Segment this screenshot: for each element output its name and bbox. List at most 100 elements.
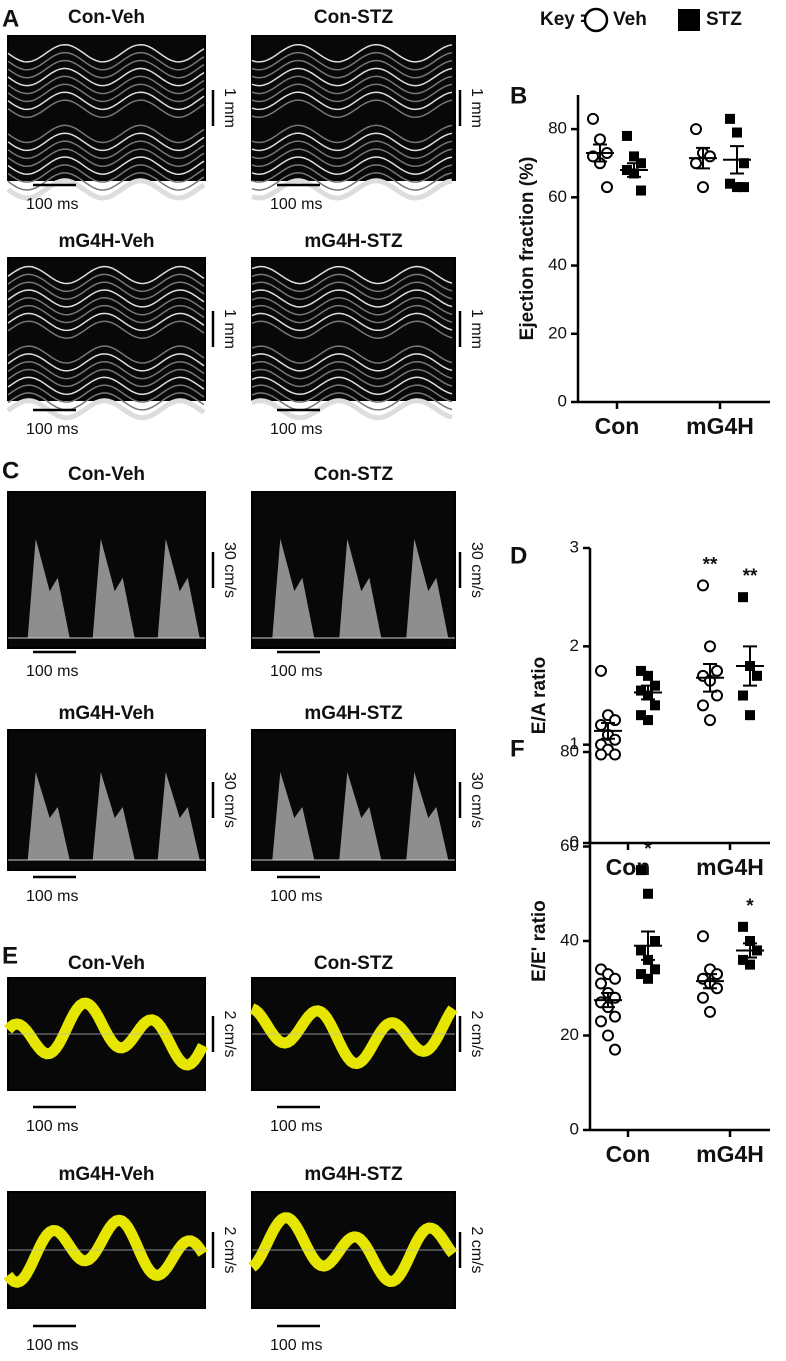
m-mode-line <box>7 75 205 95</box>
m-mode-line <box>251 164 453 183</box>
doppler-traces <box>8 538 205 639</box>
m-mode-line <box>251 297 453 316</box>
data-point <box>738 954 748 965</box>
m-mode-line <box>251 304 453 324</box>
m-mode-line <box>7 83 205 103</box>
y-tick-label: 60 <box>560 836 579 855</box>
m-mode-line <box>251 99 453 119</box>
sem-bar <box>601 722 615 740</box>
data-point <box>650 936 660 946</box>
doppler-peak <box>157 772 200 860</box>
data-point <box>704 1005 716 1018</box>
y-tick-label: 80 <box>548 119 567 138</box>
m-mode-line <box>7 392 205 411</box>
m-mode-line <box>7 59 205 79</box>
scale-x-label: 100 ms <box>26 421 78 438</box>
sem-bar <box>627 162 641 178</box>
scale-y-label: 2 cm/s <box>221 1010 238 1057</box>
m-mode-line <box>251 132 453 152</box>
y-tick-label: 2 <box>570 636 579 655</box>
data-point <box>745 710 755 721</box>
image-title: mG4H-STZ <box>304 231 403 252</box>
sem-bar <box>593 143 607 163</box>
tissue-trace <box>248 1212 458 1287</box>
data-point <box>595 977 607 990</box>
key-stz: STZ <box>706 9 742 30</box>
data-point <box>745 936 755 946</box>
m-mode-line <box>7 297 205 316</box>
data-point <box>609 1043 621 1056</box>
key-square <box>678 9 700 31</box>
data-point <box>629 151 639 162</box>
doppler-peak <box>272 772 315 860</box>
image-title: Con-STZ <box>314 7 394 28</box>
m-mode-line <box>7 156 205 175</box>
data-point <box>594 133 606 146</box>
tissue-trace <box>3 1214 208 1288</box>
m-mode-line <box>251 75 453 95</box>
y-axis-label: E/A ratio <box>529 657 550 734</box>
scale-y-label: 30 cm/s <box>468 772 485 828</box>
m-mode-lines <box>251 265 453 421</box>
scale-y-label: 1 mm <box>221 88 238 128</box>
m-mode-line <box>251 368 453 388</box>
tissue-trace <box>249 1003 458 1070</box>
m-mode-line <box>251 91 453 111</box>
m-mode-line <box>7 281 205 300</box>
m-mode-line <box>7 345 205 364</box>
data-point <box>636 185 646 196</box>
data-point <box>609 1010 621 1023</box>
data-point <box>690 123 702 136</box>
significance: ** <box>743 566 758 587</box>
doppler-peak <box>406 538 449 638</box>
m-mode-line <box>7 368 205 388</box>
scale-x-label: 100 ms <box>270 196 322 213</box>
y-tick-label: 80 <box>560 741 579 760</box>
panel-label: B <box>510 82 527 109</box>
image-title: mG4H-Veh <box>58 1164 154 1185</box>
m-mode-lines <box>6 43 206 201</box>
m-mode-line <box>251 124 453 144</box>
data-point <box>738 690 748 701</box>
sem-bar <box>641 930 655 961</box>
doppler-peak <box>339 538 382 638</box>
x-tick-label: mG4H <box>696 854 764 880</box>
y-tick-label: 3 <box>570 537 579 556</box>
data-point <box>622 130 632 141</box>
data-point <box>739 158 749 169</box>
data-point <box>697 579 709 592</box>
scale-y-label: 30 cm/s <box>221 772 238 828</box>
m-mode-line <box>251 265 453 285</box>
m-mode-line <box>251 172 453 191</box>
doppler-peak <box>92 538 135 638</box>
scale-y-label: 1 mm <box>468 88 485 128</box>
image-title: Con-Veh <box>68 7 145 28</box>
m-mode-line <box>251 384 453 403</box>
sem-bar <box>641 684 655 701</box>
m-mode-line <box>7 273 205 293</box>
y-tick-label: 0 <box>570 1119 579 1138</box>
image-title: Con-STZ <box>314 953 394 974</box>
panel-label: D <box>510 542 527 569</box>
data-point <box>643 715 653 726</box>
m-mode-line <box>251 156 453 175</box>
y-axis-label: Ejection fraction (%) <box>517 157 538 341</box>
y-tick-label: 20 <box>560 1025 579 1044</box>
m-mode-line <box>7 164 205 183</box>
image-title: mG4H-Veh <box>58 703 154 724</box>
scale-x-label: 100 ms <box>26 196 78 213</box>
data-point <box>704 640 716 653</box>
data-point <box>587 112 599 125</box>
image-bg <box>251 35 456 181</box>
data-point <box>609 972 621 985</box>
m-mode-lines <box>6 265 206 421</box>
m-mode-line <box>251 43 453 63</box>
data-point <box>725 178 735 189</box>
y-tick-label: 1 <box>570 734 579 753</box>
data-point <box>650 700 660 711</box>
m-mode-line <box>251 320 453 339</box>
data-point <box>711 664 723 677</box>
doppler-traces <box>252 538 455 639</box>
data-point <box>650 964 660 975</box>
